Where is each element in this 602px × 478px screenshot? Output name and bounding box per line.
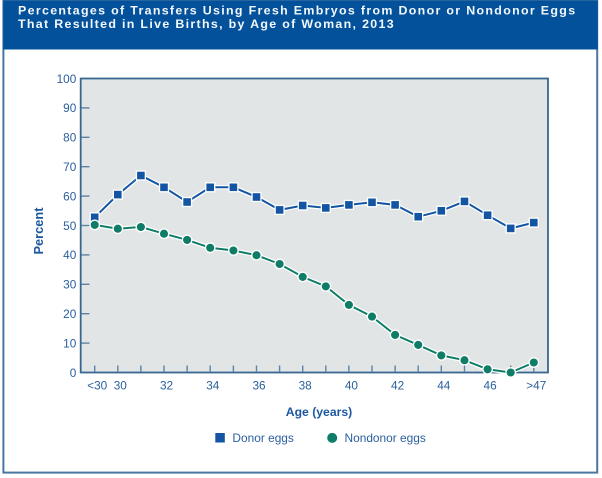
svg-text:>47: >47	[526, 378, 546, 392]
svg-text:38: 38	[299, 378, 313, 392]
svg-text:Percent: Percent	[31, 207, 46, 255]
svg-text:Nondonor eggs: Nondonor eggs	[345, 431, 426, 445]
svg-text:10: 10	[63, 336, 77, 350]
svg-text:90: 90	[63, 101, 77, 115]
svg-text:44: 44	[437, 378, 451, 392]
svg-text:32: 32	[160, 378, 173, 392]
svg-text:Donor eggs: Donor eggs	[232, 431, 294, 445]
svg-text:60: 60	[63, 189, 77, 203]
svg-text:46: 46	[484, 378, 498, 392]
svg-text:34: 34	[206, 378, 220, 392]
svg-text:50: 50	[63, 219, 77, 233]
svg-text:30: 30	[63, 278, 77, 292]
svg-text:<30: <30	[87, 378, 107, 392]
svg-text:70: 70	[63, 160, 77, 174]
svg-text:40: 40	[63, 248, 77, 262]
svg-text:Percentages of Transfers Using: Percentages of Transfers Using Fresh Emb…	[18, 4, 576, 18]
svg-text:That Resulted in Live Births,: That Resulted in Live Births, by Age of …	[18, 17, 395, 31]
svg-text:36: 36	[252, 378, 266, 392]
svg-text:80: 80	[63, 131, 77, 145]
svg-text:42: 42	[391, 378, 404, 392]
svg-text:30: 30	[114, 378, 128, 392]
svg-text:100: 100	[57, 72, 77, 86]
svg-text:0: 0	[70, 366, 77, 380]
svg-text:20: 20	[63, 307, 77, 321]
svg-text:Age (years): Age (years)	[286, 405, 352, 419]
svg-text:40: 40	[345, 378, 359, 392]
